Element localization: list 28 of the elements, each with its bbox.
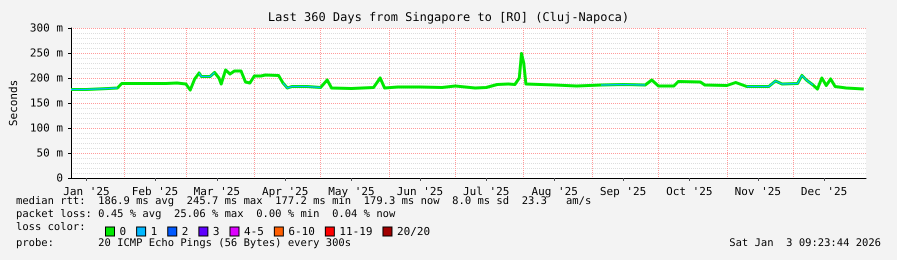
x-tick-label: Oct '25 <box>666 185 713 198</box>
legend-label: 20/20 <box>396 225 430 238</box>
y-tick-label: 150 m <box>30 96 64 110</box>
legend-title: loss color: <box>16 221 86 233</box>
text: probe: 20 ICMP Echo Pings (56 Bytes) every 300s <box>16 237 352 249</box>
legend-label: 4-5 <box>244 225 264 238</box>
x-tick-label: Sep '25 <box>600 185 646 198</box>
y-tick-label: 50 m <box>36 146 64 160</box>
text: packet loss: 0.45 % avg 25.06 % max 0.00 % min 0.04 % now <box>16 208 396 220</box>
legend-label: 11-19 <box>339 225 372 238</box>
x-tick-label: Aug '25 <box>531 185 578 198</box>
legend-label: 6-10 <box>288 225 315 238</box>
legend-label: 3 <box>212 225 220 238</box>
y-tick-label: 100 m <box>30 122 64 134</box>
x-tick-label: Jun '25 <box>396 185 444 198</box>
chart-title: Last 360 Days from Singapore to [RO] (Cluj-Napoca) <box>268 10 630 24</box>
y-axis-title: Seconds <box>7 80 20 126</box>
x-tick-label: Nov '25 <box>734 185 781 198</box>
legend-label: 0 <box>120 225 126 238</box>
y-tick-label: 200 m <box>30 72 64 84</box>
x-tick-label: Feb '25 <box>132 185 178 198</box>
legend-label: 1 <box>150 225 158 238</box>
y-tick-label: 0 <box>56 172 64 184</box>
text: Sat Jan 3 09:23:44 2026 <box>729 237 881 249</box>
x-tick-label: Dec '25 <box>800 185 848 198</box>
y-tick-label: 300 m <box>30 22 64 34</box>
legend-label: 2 <box>182 225 188 238</box>
y-tick-label: 250 m <box>30 46 64 60</box>
